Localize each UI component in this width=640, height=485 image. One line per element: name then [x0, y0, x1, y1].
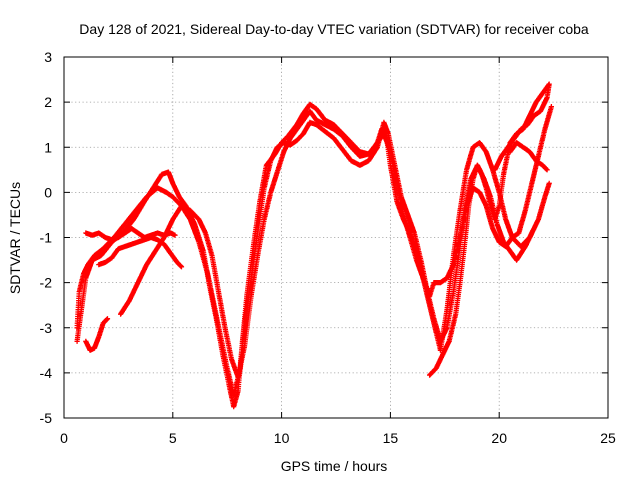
series-track-3: [118, 104, 554, 380]
x-tick-label: 25: [600, 430, 616, 446]
x-tick-label: 20: [491, 430, 507, 446]
y-tick-label: -2: [40, 275, 53, 291]
series-markers: [427, 81, 552, 378]
series-track-1: [74, 101, 552, 410]
x-tick-label: 0: [60, 430, 68, 446]
x-tick-label: 15: [383, 430, 399, 446]
y-axis-label: SDTVAR / TECUs: [7, 182, 23, 294]
series-track-7: [83, 225, 178, 243]
y-tick-label: 0: [44, 184, 52, 200]
x-axis-label: GPS time / hours: [281, 458, 388, 474]
series-markers: [96, 234, 185, 270]
series-markers: [507, 140, 550, 173]
y-tick-label: 2: [44, 94, 52, 110]
axis-ticks: [63, 56, 609, 419]
series-markers: [83, 316, 111, 353]
y-tick-label: -3: [40, 320, 53, 336]
y-tick-label: 1: [44, 139, 52, 155]
tick-labels: 0 5 10 15 20 25 -5 -4 -3 -2 -1 0 1 2 3: [40, 49, 616, 446]
series-track-5: [507, 140, 550, 173]
series-markers: [74, 101, 552, 410]
series-track-6: [83, 316, 111, 353]
series-track-4: [427, 81, 552, 378]
series-track-8: [96, 234, 185, 270]
x-tick-label: 10: [274, 430, 290, 446]
data-series: [74, 81, 554, 410]
grid-lines: [64, 57, 608, 418]
x-tick-label: 5: [169, 430, 177, 446]
y-tick-label: -4: [40, 365, 53, 381]
series-markers: [118, 104, 554, 380]
y-tick-label: -1: [40, 230, 53, 246]
y-tick-label: -5: [40, 410, 53, 426]
series-markers: [83, 225, 178, 243]
chart-title: Day 128 of 2021, Sidereal Day-to-day VTE…: [79, 21, 589, 37]
y-tick-label: 3: [44, 49, 52, 65]
